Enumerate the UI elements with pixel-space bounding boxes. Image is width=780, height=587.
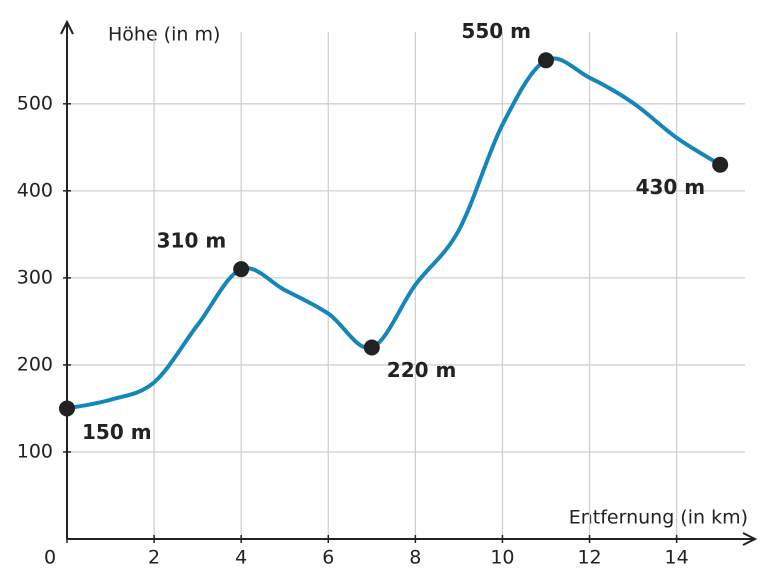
point [233, 261, 250, 278]
point [537, 52, 554, 69]
point [712, 156, 729, 173]
value-label: 150 m [82, 420, 152, 444]
y-axis-label: Höhe (in m) [108, 24, 220, 46]
x-tick-label: 2 [148, 547, 160, 569]
point [59, 400, 75, 417]
value-label: 430 m [636, 175, 706, 199]
y-tick-label: 300 [17, 266, 53, 288]
x-tick-label: 4 [235, 547, 247, 569]
x-tick-label: 6 [322, 547, 334, 569]
value-label: 550 m [461, 19, 531, 43]
y-tick-label: 200 [17, 353, 53, 375]
value-label: 220 m [387, 358, 457, 382]
x-tick-label: 12 [577, 547, 601, 569]
line [66, 56, 722, 411]
x-axis-label: Entfernung (in km) [569, 507, 748, 529]
y-tick-label: 400 [17, 179, 53, 201]
x-tick-label: 0 [44, 547, 56, 569]
x-tick-label: 10 [490, 547, 514, 569]
point [363, 339, 380, 356]
y-tick-label: 100 [17, 440, 53, 462]
y-tick-label: 500 [17, 92, 53, 114]
x-tick-label: 8 [409, 547, 421, 569]
y-axis [60, 19, 74, 539]
x-axis [67, 532, 758, 546]
x-tick-label: 14 [665, 547, 689, 569]
value-label: 310 m [157, 229, 227, 253]
